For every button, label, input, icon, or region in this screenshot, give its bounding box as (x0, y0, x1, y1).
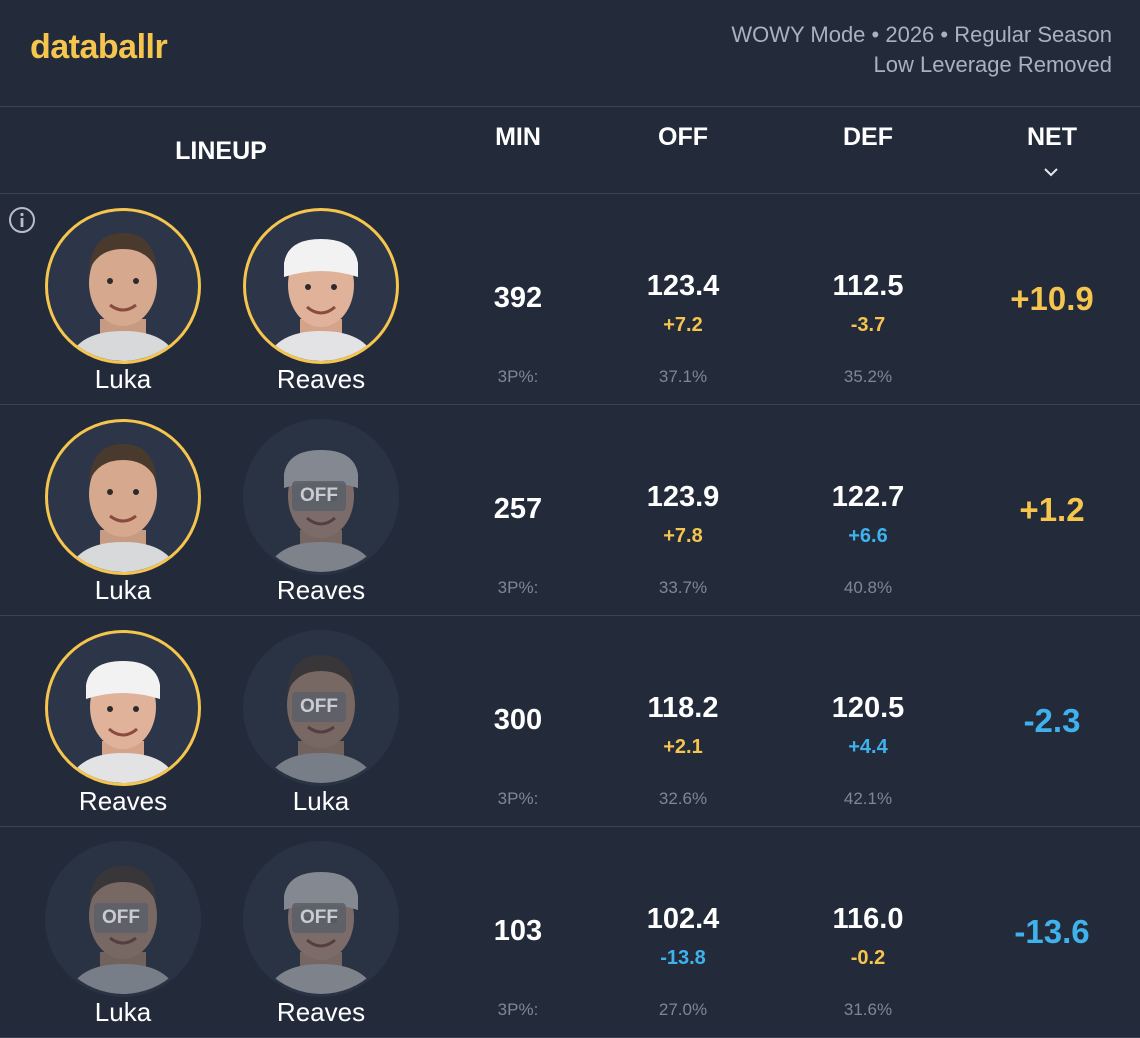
player-two[interactable]: Reaves (243, 194, 399, 394)
three-point-label: 3P%: (497, 1000, 539, 1019)
player-name: Luka (94, 364, 152, 394)
def-delta: +4.4 (848, 736, 888, 758)
def-delta: -3.7 (850, 314, 886, 336)
leverage-line: Low Leverage Removed (873, 52, 1112, 77)
net-rating: +10.9 (1010, 280, 1094, 317)
col-def[interactable]: DEF (843, 123, 893, 151)
off-three-point: 32.6% (658, 789, 708, 808)
net-rating: -2.3 (1023, 702, 1081, 739)
mode-info: WOWY Mode • 2026 • Regular Season Low Le… (731, 20, 1112, 80)
player-name: Reaves (276, 575, 366, 605)
col-off[interactable]: OFF (658, 123, 708, 151)
player-name: Reaves (276, 997, 366, 1027)
lineup-row[interactable]: Luka OFF Reaves 257 3P%: 123.9 +7.8 33.7… (0, 405, 1140, 616)
avatar (45, 208, 201, 364)
player-two[interactable]: OFF Luka (243, 616, 399, 816)
def-value: 116.0 (832, 903, 904, 935)
def-three-point: 31.6% (843, 1000, 893, 1019)
off-value: 123.9 (646, 481, 720, 513)
player-one[interactable]: Luka (45, 194, 201, 394)
def-value: 122.7 (831, 481, 905, 513)
off-three-point: 27.0% (658, 1000, 708, 1019)
def-three-point: 42.1% (843, 789, 893, 808)
net-rating: -13.6 (1014, 913, 1090, 950)
logo[interactable]: databallr (30, 28, 168, 66)
player-two[interactable]: OFF Reaves (243, 827, 399, 1027)
three-point-label: 3P%: (497, 789, 539, 808)
avatar (45, 630, 201, 786)
col-net[interactable]: NET (1027, 123, 1077, 151)
avatar (243, 630, 399, 786)
avatar (243, 841, 399, 997)
player-one[interactable]: Luka (45, 405, 201, 605)
player-one[interactable]: Reaves (45, 616, 201, 816)
minutes-value: 300 (493, 704, 543, 736)
three-point-label: 3P%: (497, 578, 539, 597)
off-value: 118.2 (647, 692, 719, 724)
col-min[interactable]: MIN (495, 123, 541, 151)
lineup-list: Luka Reaves 392 3P%: 123.4 +7.2 37.1% 11… (0, 194, 1140, 1038)
off-delta: +2.1 (663, 736, 703, 758)
player-name: Luka (94, 997, 152, 1027)
three-point-label: 3P%: (497, 367, 539, 386)
player-name: Reaves (78, 786, 168, 816)
off-three-point: 37.1% (658, 367, 708, 386)
lineup-row[interactable]: Luka Reaves 392 3P%: 123.4 +7.2 37.1% 11… (0, 194, 1140, 405)
player-name: Reaves (276, 364, 366, 394)
minutes-value: 103 (493, 915, 543, 947)
net-rating: +1.2 (1019, 491, 1085, 528)
player-name: Luka (292, 786, 350, 816)
lineup-row[interactable]: Reaves OFF Luka 300 3P%: 118.2 +2.1 32.6… (0, 616, 1140, 827)
off-delta: -13.8 (660, 947, 706, 969)
off-badge: OFF (94, 903, 148, 933)
player-one[interactable]: OFF Luka (45, 827, 201, 1027)
col-lineup: LINEUP (175, 137, 267, 165)
def-three-point: 35.2% (843, 367, 893, 386)
off-delta: +7.8 (663, 525, 703, 547)
def-delta: -0.2 (850, 947, 886, 969)
off-badge: OFF (292, 481, 346, 511)
avatar (243, 208, 399, 364)
column-header: LINEUP MIN OFF DEF NET (0, 107, 1140, 194)
avatar (243, 419, 399, 575)
def-delta: +6.6 (848, 525, 888, 547)
off-three-point: 33.7% (658, 578, 708, 597)
off-value: 102.4 (646, 903, 720, 935)
info-icon[interactable] (8, 206, 36, 234)
off-badge: OFF (292, 903, 346, 933)
header: databallr WOWY Mode • 2026 • Regular Sea… (0, 0, 1140, 107)
avatar (45, 419, 201, 575)
off-value: 123.4 (646, 270, 720, 302)
player-name: Luka (94, 575, 152, 605)
def-value: 120.5 (831, 692, 905, 724)
chevron-down-icon[interactable] (1042, 165, 1060, 179)
minutes-value: 257 (493, 493, 543, 525)
def-value: 112.5 (832, 270, 904, 302)
off-delta: +7.2 (663, 314, 703, 336)
def-three-point: 40.8% (843, 578, 893, 597)
minutes-value: 392 (493, 282, 543, 314)
lineup-row[interactable]: OFF Luka OFF Reaves 103 3P%: 102.4 -13.8… (0, 827, 1140, 1038)
off-badge: OFF (292, 692, 346, 722)
player-two[interactable]: OFF Reaves (243, 405, 399, 605)
mode-line: WOWY Mode • 2026 • Regular Season (731, 22, 1112, 47)
